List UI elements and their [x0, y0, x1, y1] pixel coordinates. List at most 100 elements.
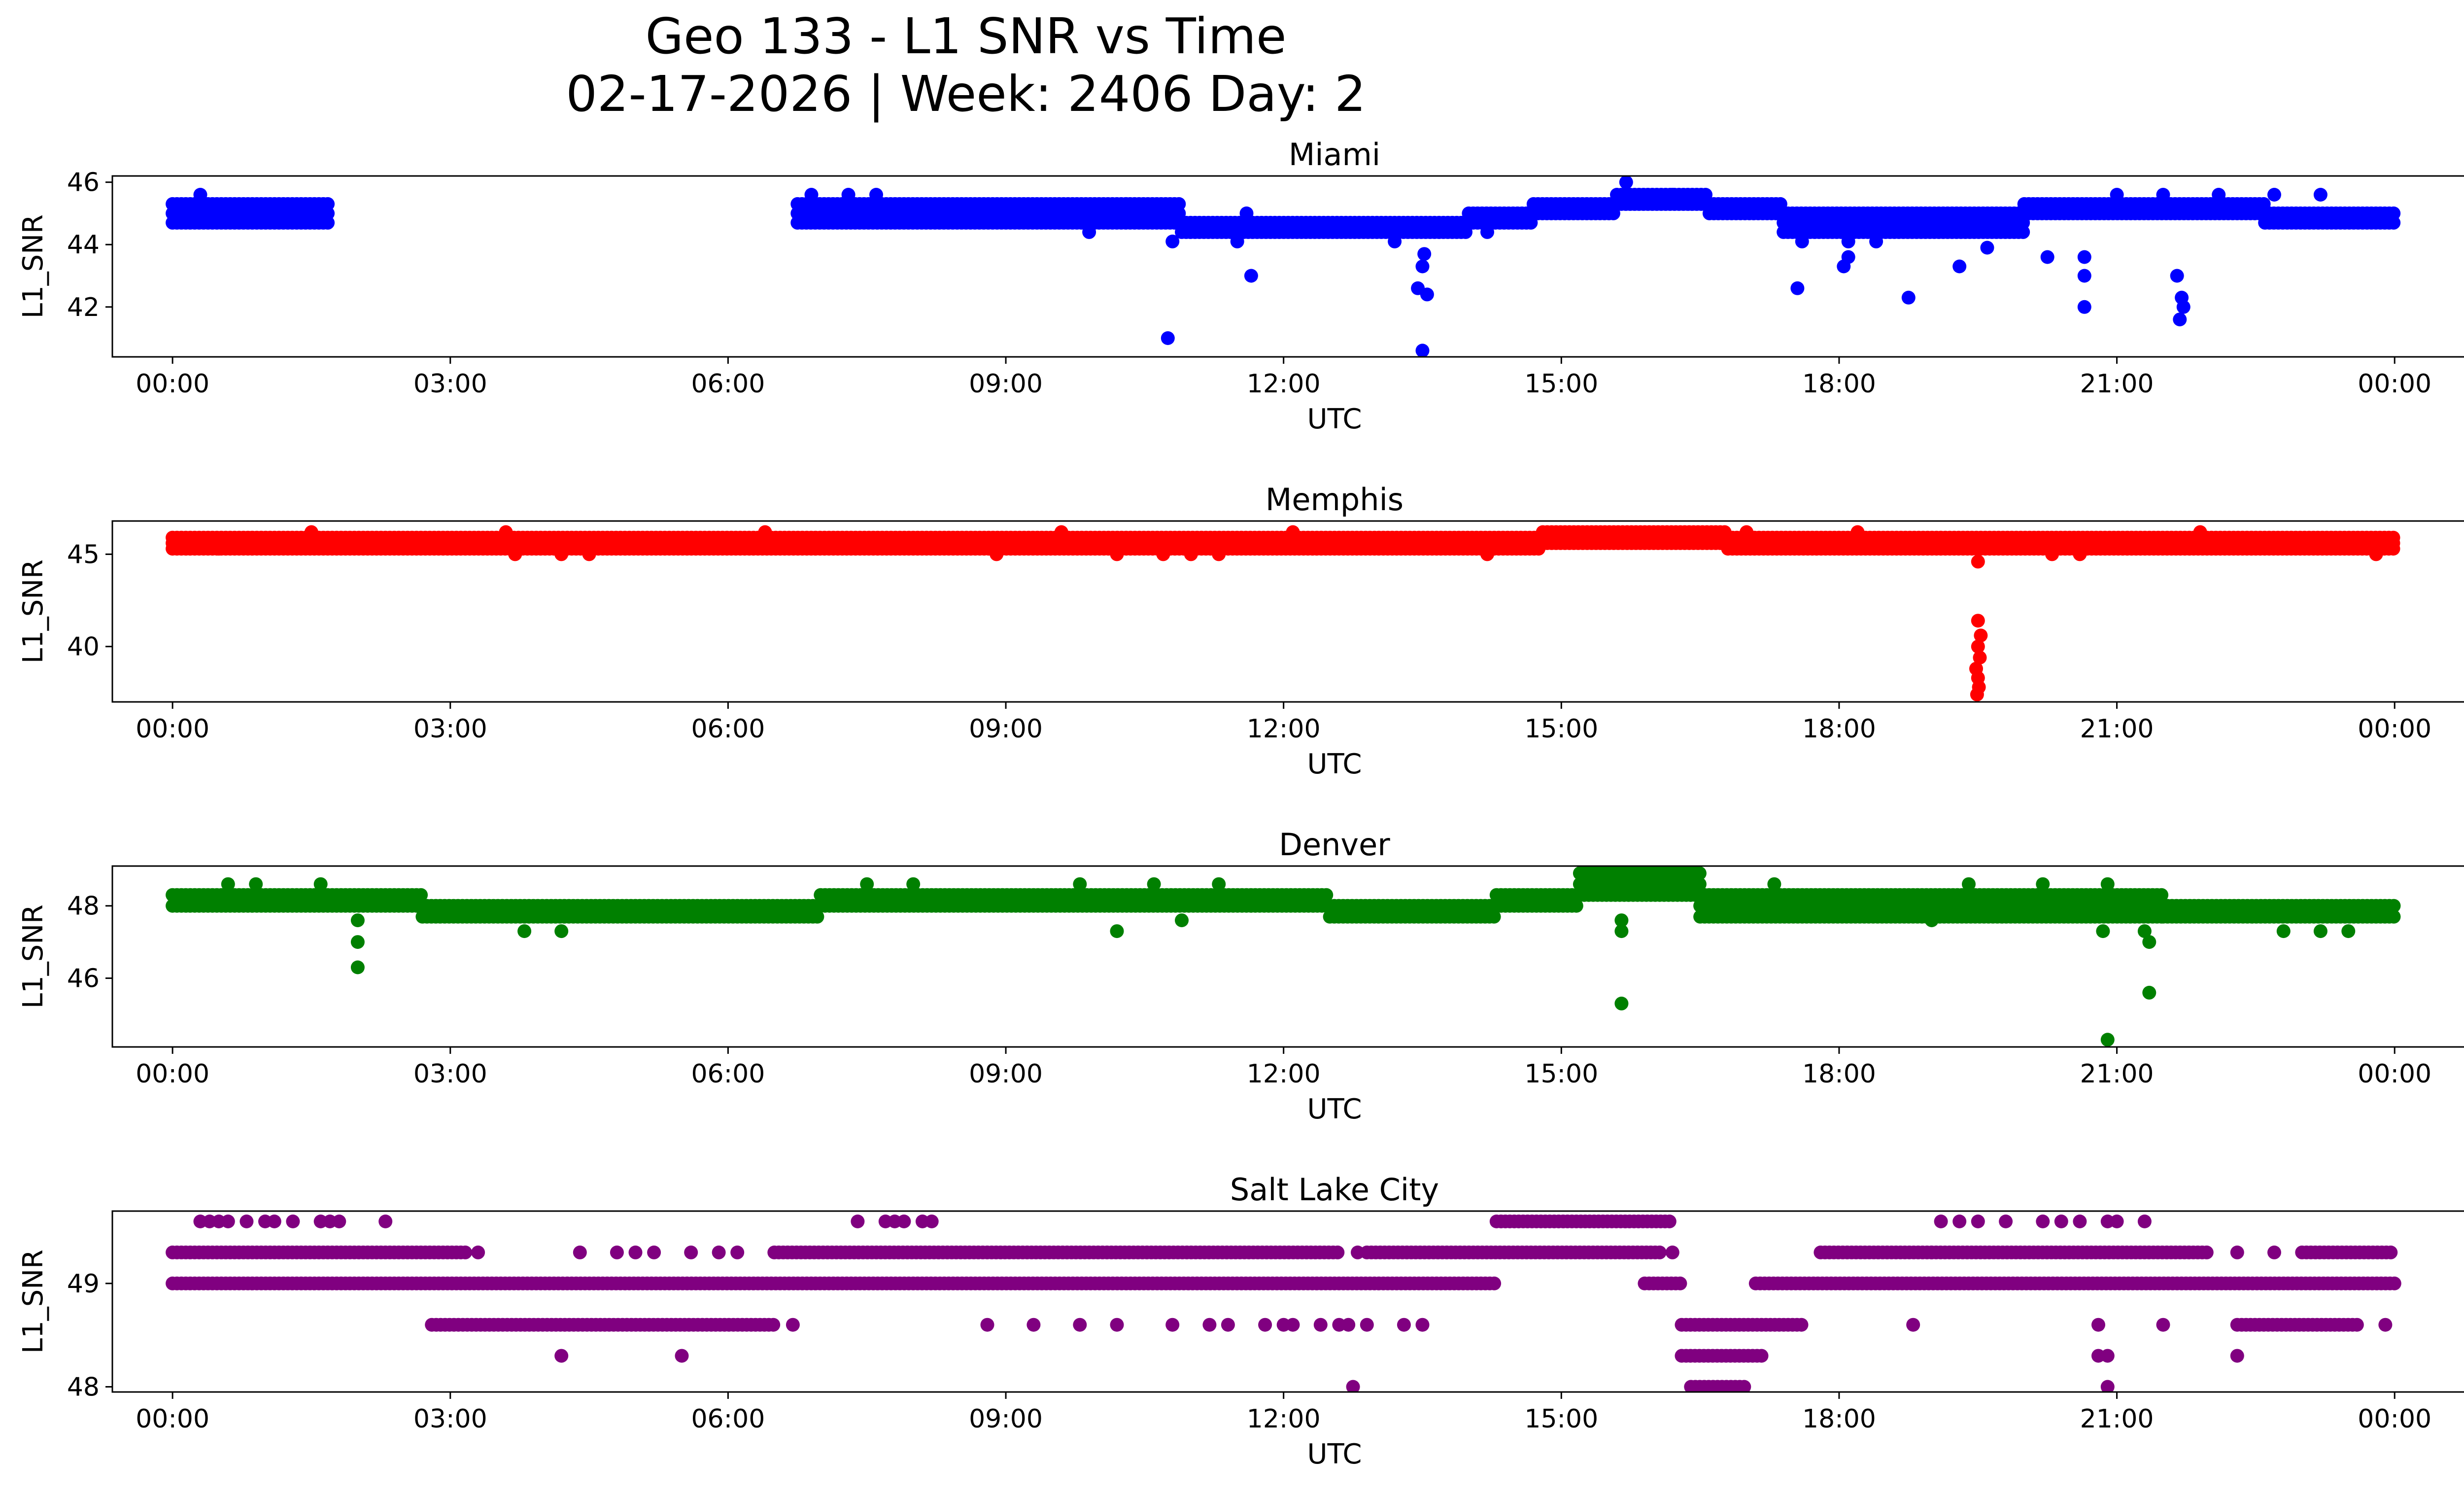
x-tick-label: 15:00 [1524, 714, 1598, 744]
data-point [2387, 899, 2401, 913]
data-point [675, 1349, 689, 1363]
data-point [2110, 1215, 2124, 1228]
data-point [1767, 877, 1781, 891]
data-point [1665, 1245, 1679, 1259]
x-tick-label: 21:00 [2080, 714, 2154, 744]
data-point [1161, 331, 1175, 345]
data-point [1258, 1318, 1272, 1332]
data-point [212, 542, 226, 556]
x-tick-label: 15:00 [1524, 1404, 1598, 1434]
data-point [1480, 225, 1494, 239]
data-point [1165, 234, 1180, 248]
data-point [1202, 1318, 1217, 1332]
data-point [1221, 1318, 1235, 1332]
data-point [1754, 1349, 1769, 1363]
data-point [1415, 259, 1430, 274]
figure-title-line2: 02-17-2026 | Week: 2406 Day: 2 [566, 65, 1366, 123]
x-tick-label: 03:00 [413, 369, 487, 399]
data-series-salt-lake-city [166, 1215, 2401, 1392]
data-point [378, 1215, 393, 1228]
data-point [321, 215, 335, 230]
data-point [2155, 888, 2169, 902]
data-point [1740, 525, 1754, 539]
data-point [2276, 924, 2291, 939]
data-point [1319, 888, 1334, 902]
data-point [804, 188, 819, 202]
data-point [1974, 628, 1988, 643]
x-axis-label: UTC [1307, 403, 1362, 435]
data-point [2387, 1276, 2401, 1290]
data-point [2036, 877, 2050, 891]
data-point [2045, 547, 2059, 561]
data-series-denver [166, 866, 2401, 1047]
data-point [2036, 1215, 2050, 1228]
y-axis-label: L1_SNR [17, 214, 49, 318]
data-point [2077, 250, 2091, 264]
data-point [990, 547, 1004, 561]
data-point [2100, 1033, 2115, 1047]
y-tick-label: 42 [67, 293, 100, 322]
data-point [249, 877, 263, 891]
data-point [1073, 1318, 1087, 1332]
x-axis-label: UTC [1307, 748, 1362, 780]
data-point [350, 935, 365, 949]
x-tick-label: 15:00 [1524, 369, 1598, 399]
x-tick-label: 03:00 [413, 1404, 487, 1434]
data-point [1346, 1380, 1360, 1392]
data-point [1119, 197, 1133, 211]
data-point [1569, 899, 1583, 913]
data-point [1973, 651, 1987, 665]
x-tick-label: 06:00 [691, 369, 765, 399]
data-point [610, 1245, 624, 1259]
data-point [1147, 877, 1161, 891]
data-point [1971, 555, 1985, 569]
data-point [1156, 547, 1170, 561]
x-tick-label: 09:00 [969, 1059, 1043, 1089]
data-point [786, 1318, 800, 1332]
subplot-title: Memphis [1266, 482, 1403, 518]
data-point [2142, 935, 2156, 949]
y-axis-label: L1_SNR [17, 1250, 49, 1354]
x-tick-label: 03:00 [413, 714, 487, 744]
data-point [2387, 215, 2401, 230]
x-tick-label: 06:00 [691, 1059, 765, 1089]
data-point [2156, 188, 2170, 202]
data-point [1054, 525, 1068, 539]
data-point [2054, 1215, 2068, 1228]
data-point [1794, 1318, 1809, 1332]
x-axis-label: UTC [1307, 1093, 1362, 1125]
data-point [730, 1245, 745, 1259]
data-point [1737, 1380, 1751, 1392]
data-point [1795, 234, 1809, 248]
data-point [554, 547, 569, 561]
data-point [2230, 1349, 2244, 1363]
data-point [2100, 1380, 2115, 1392]
data-point [193, 188, 207, 202]
x-tick-label: 00:00 [136, 714, 209, 744]
x-tick-label: 18:00 [1802, 1404, 1876, 1434]
data-point [554, 1349, 569, 1363]
x-tick-label: 21:00 [2080, 369, 2154, 399]
data-point [1082, 225, 1096, 239]
axes-frame [111, 1210, 2464, 1393]
data-point [2137, 1215, 2152, 1228]
data-point [1110, 924, 1124, 939]
data-point [851, 1215, 865, 1228]
data-point [1850, 525, 1865, 539]
data-series-miami [166, 176, 2401, 357]
data-point [2341, 924, 2356, 939]
data-point [1971, 1215, 1985, 1228]
data-point [1110, 547, 1124, 561]
data-point [304, 525, 318, 539]
subplot-title: Salt Lake City [1230, 1172, 1439, 1208]
y-tick-label: 40 [67, 632, 100, 662]
data-point [2016, 225, 2030, 239]
x-tick-label: 09:00 [969, 714, 1043, 744]
data-point [2387, 909, 2401, 924]
data-point [1230, 234, 1244, 248]
data-point [1662, 1215, 1677, 1228]
data-series-memphis [166, 525, 2400, 701]
data-point [1420, 287, 1434, 302]
data-point [1962, 877, 1976, 891]
